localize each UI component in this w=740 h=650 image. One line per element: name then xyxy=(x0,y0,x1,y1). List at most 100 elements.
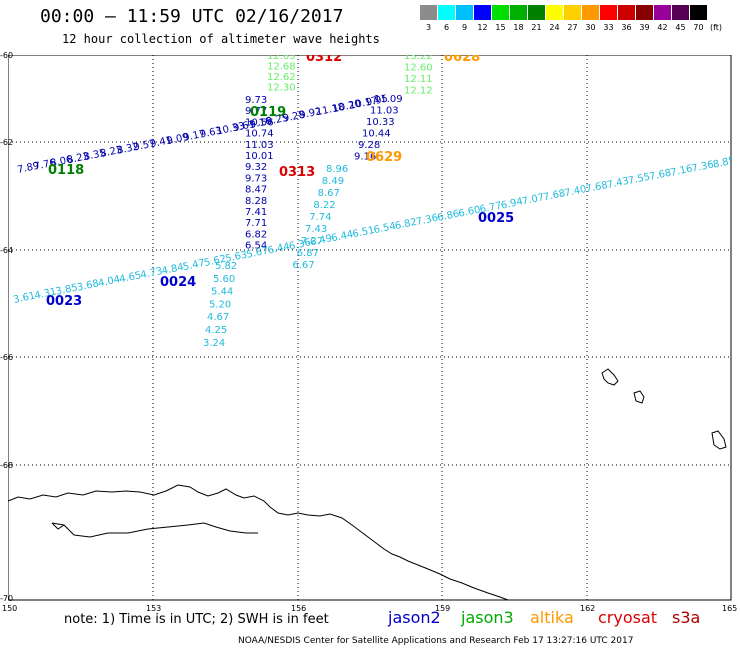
swh-value: 7.40 xyxy=(564,184,588,199)
swh-value: 12.12 xyxy=(404,86,433,97)
swh-value: 8.28 xyxy=(245,196,267,207)
map-subtitle: 12 hour collection of altimeter wave hei… xyxy=(62,32,380,46)
swh-value: 8.35 xyxy=(83,148,107,163)
swh-value: 6.82 xyxy=(245,229,267,240)
swh-value: 8.49 xyxy=(322,176,344,187)
swh-value: 6.49 xyxy=(309,233,333,248)
swh-value: 12.30 xyxy=(267,83,296,94)
swh-value: 3.68 xyxy=(76,278,100,293)
swh-value: 8.85 xyxy=(712,155,732,170)
swh-value: 9.61 xyxy=(232,119,256,134)
swh-value: 9.16 xyxy=(249,116,273,131)
lon-label: 162 xyxy=(580,604,596,613)
legend-swatch xyxy=(564,5,581,20)
swh-value: 4.67 xyxy=(207,312,229,323)
swh-value: 6.44 xyxy=(330,229,354,244)
swh-value: 4.84 xyxy=(161,262,185,277)
swh-value: 9.92 xyxy=(299,106,323,121)
swh-value: 12.60 xyxy=(404,63,433,74)
island-a xyxy=(601,368,619,386)
legend-swatch xyxy=(528,5,545,20)
swh-value: 3.24 xyxy=(203,338,225,349)
swh-value: 7.68 xyxy=(648,168,672,183)
legend-tick: 12 xyxy=(477,23,488,32)
legend-tick: 21 xyxy=(531,23,542,32)
pass-time-label: 0025 xyxy=(478,211,514,226)
swh-value: 8.23 xyxy=(99,145,123,160)
swh-value: 10.74 xyxy=(245,129,274,140)
swh-value: 7.43 xyxy=(606,176,630,191)
island-b xyxy=(633,390,645,404)
swh-value: 5.63 xyxy=(224,250,248,265)
swh-value: 4.31 xyxy=(34,286,58,301)
swh-value: 10.33 xyxy=(366,117,395,128)
swh-value: 11.03 xyxy=(370,106,399,117)
legend-tick: 9 xyxy=(461,23,468,32)
swh-value: 9.09 xyxy=(166,132,190,147)
pass-time-label: 0628 xyxy=(444,55,480,65)
swh-value: 10.44 xyxy=(362,129,391,140)
swh-value: 4.73 xyxy=(140,266,164,281)
swh-value: 3.61 xyxy=(12,291,36,306)
swh-value: 5.67 xyxy=(246,245,270,260)
swh-value: 5.47 xyxy=(182,258,206,273)
lat-label: -70 xyxy=(0,594,14,603)
legend-swatch xyxy=(618,5,635,20)
legend-tick: 33 xyxy=(603,23,614,32)
swh-value: 6.67 xyxy=(292,260,314,271)
swh-value: 8.06 xyxy=(50,154,74,169)
swh-value: 12.11 xyxy=(404,74,433,85)
swh-value: 7.76 xyxy=(33,157,57,172)
satellite-label-s3a: s3a xyxy=(672,608,701,627)
lon-label: 150 xyxy=(2,604,18,613)
swh-value: 4.65 xyxy=(118,270,142,285)
swh-value: 7.27 xyxy=(301,236,323,247)
swh-value: 6.82 xyxy=(394,217,418,232)
legend-tick: 30 xyxy=(585,23,596,32)
legend-swatch xyxy=(690,5,707,20)
swh-annotations: 12.6512.6812.6212.307.897.768.068.238.35… xyxy=(12,55,732,349)
pass-time-label: 0119 xyxy=(250,105,286,120)
swh-value: 6.54 xyxy=(245,241,267,252)
swh-value: 5.62 xyxy=(203,254,227,269)
swh-value: 9.28 xyxy=(358,140,380,151)
lat-label: -62 xyxy=(0,138,14,147)
footnote: note: 1) Time is in UTC; 2) SWH is in fe… xyxy=(64,612,329,627)
swh-value: 9.95 xyxy=(365,93,389,108)
swh-value: 8.23 xyxy=(66,151,90,166)
swh-value: 6.36 xyxy=(288,237,312,252)
altimeter-map: 12.6512.6812.6212.307.897.768.068.238.35… xyxy=(8,55,732,601)
swh-value: 8.22 xyxy=(313,200,335,211)
swh-value: 7.55 xyxy=(627,172,651,187)
swh-value: 6.77 xyxy=(479,200,503,215)
map-title: 00:00 – 11:59 UTC 02/16/2017 xyxy=(40,6,344,27)
legend-tick: 42 xyxy=(657,23,668,32)
antarctic-coastline xyxy=(8,484,509,601)
legend-tick: 3 xyxy=(425,23,432,32)
coastlines xyxy=(8,368,727,601)
swh-value: 5.82 xyxy=(215,261,237,272)
swh-value: 7.07 xyxy=(521,192,545,207)
swh-value: 6.94 xyxy=(500,196,524,211)
swh-value: 9.41 xyxy=(149,135,173,150)
swh-value: 7.68 xyxy=(585,180,609,195)
pass-time-label: 0312 xyxy=(306,55,342,65)
pass-time-label: 0313 xyxy=(279,165,315,180)
legend-tick: 24 xyxy=(549,23,560,32)
legend-unit: (ft) xyxy=(710,23,723,32)
swh-value: 12.68 xyxy=(267,62,296,73)
swh-value: 5.44 xyxy=(211,287,233,298)
graticule xyxy=(8,55,731,600)
swh-value: 10.56 xyxy=(245,117,274,128)
lon-label: 159 xyxy=(435,604,451,613)
swh-value: 11.03 xyxy=(245,140,274,151)
legend-swatch xyxy=(420,5,437,20)
pass-time-label: 0023 xyxy=(46,294,82,309)
swh-value: 9.16 xyxy=(354,152,376,163)
legend-swatch xyxy=(546,5,563,20)
legend-tick: 18 xyxy=(513,23,524,32)
swh-value: 4.04 xyxy=(97,274,121,289)
satellite-label-cryosat: cryosat xyxy=(598,608,658,627)
swh-value: 6.54 xyxy=(373,221,397,236)
island-c xyxy=(711,430,727,450)
